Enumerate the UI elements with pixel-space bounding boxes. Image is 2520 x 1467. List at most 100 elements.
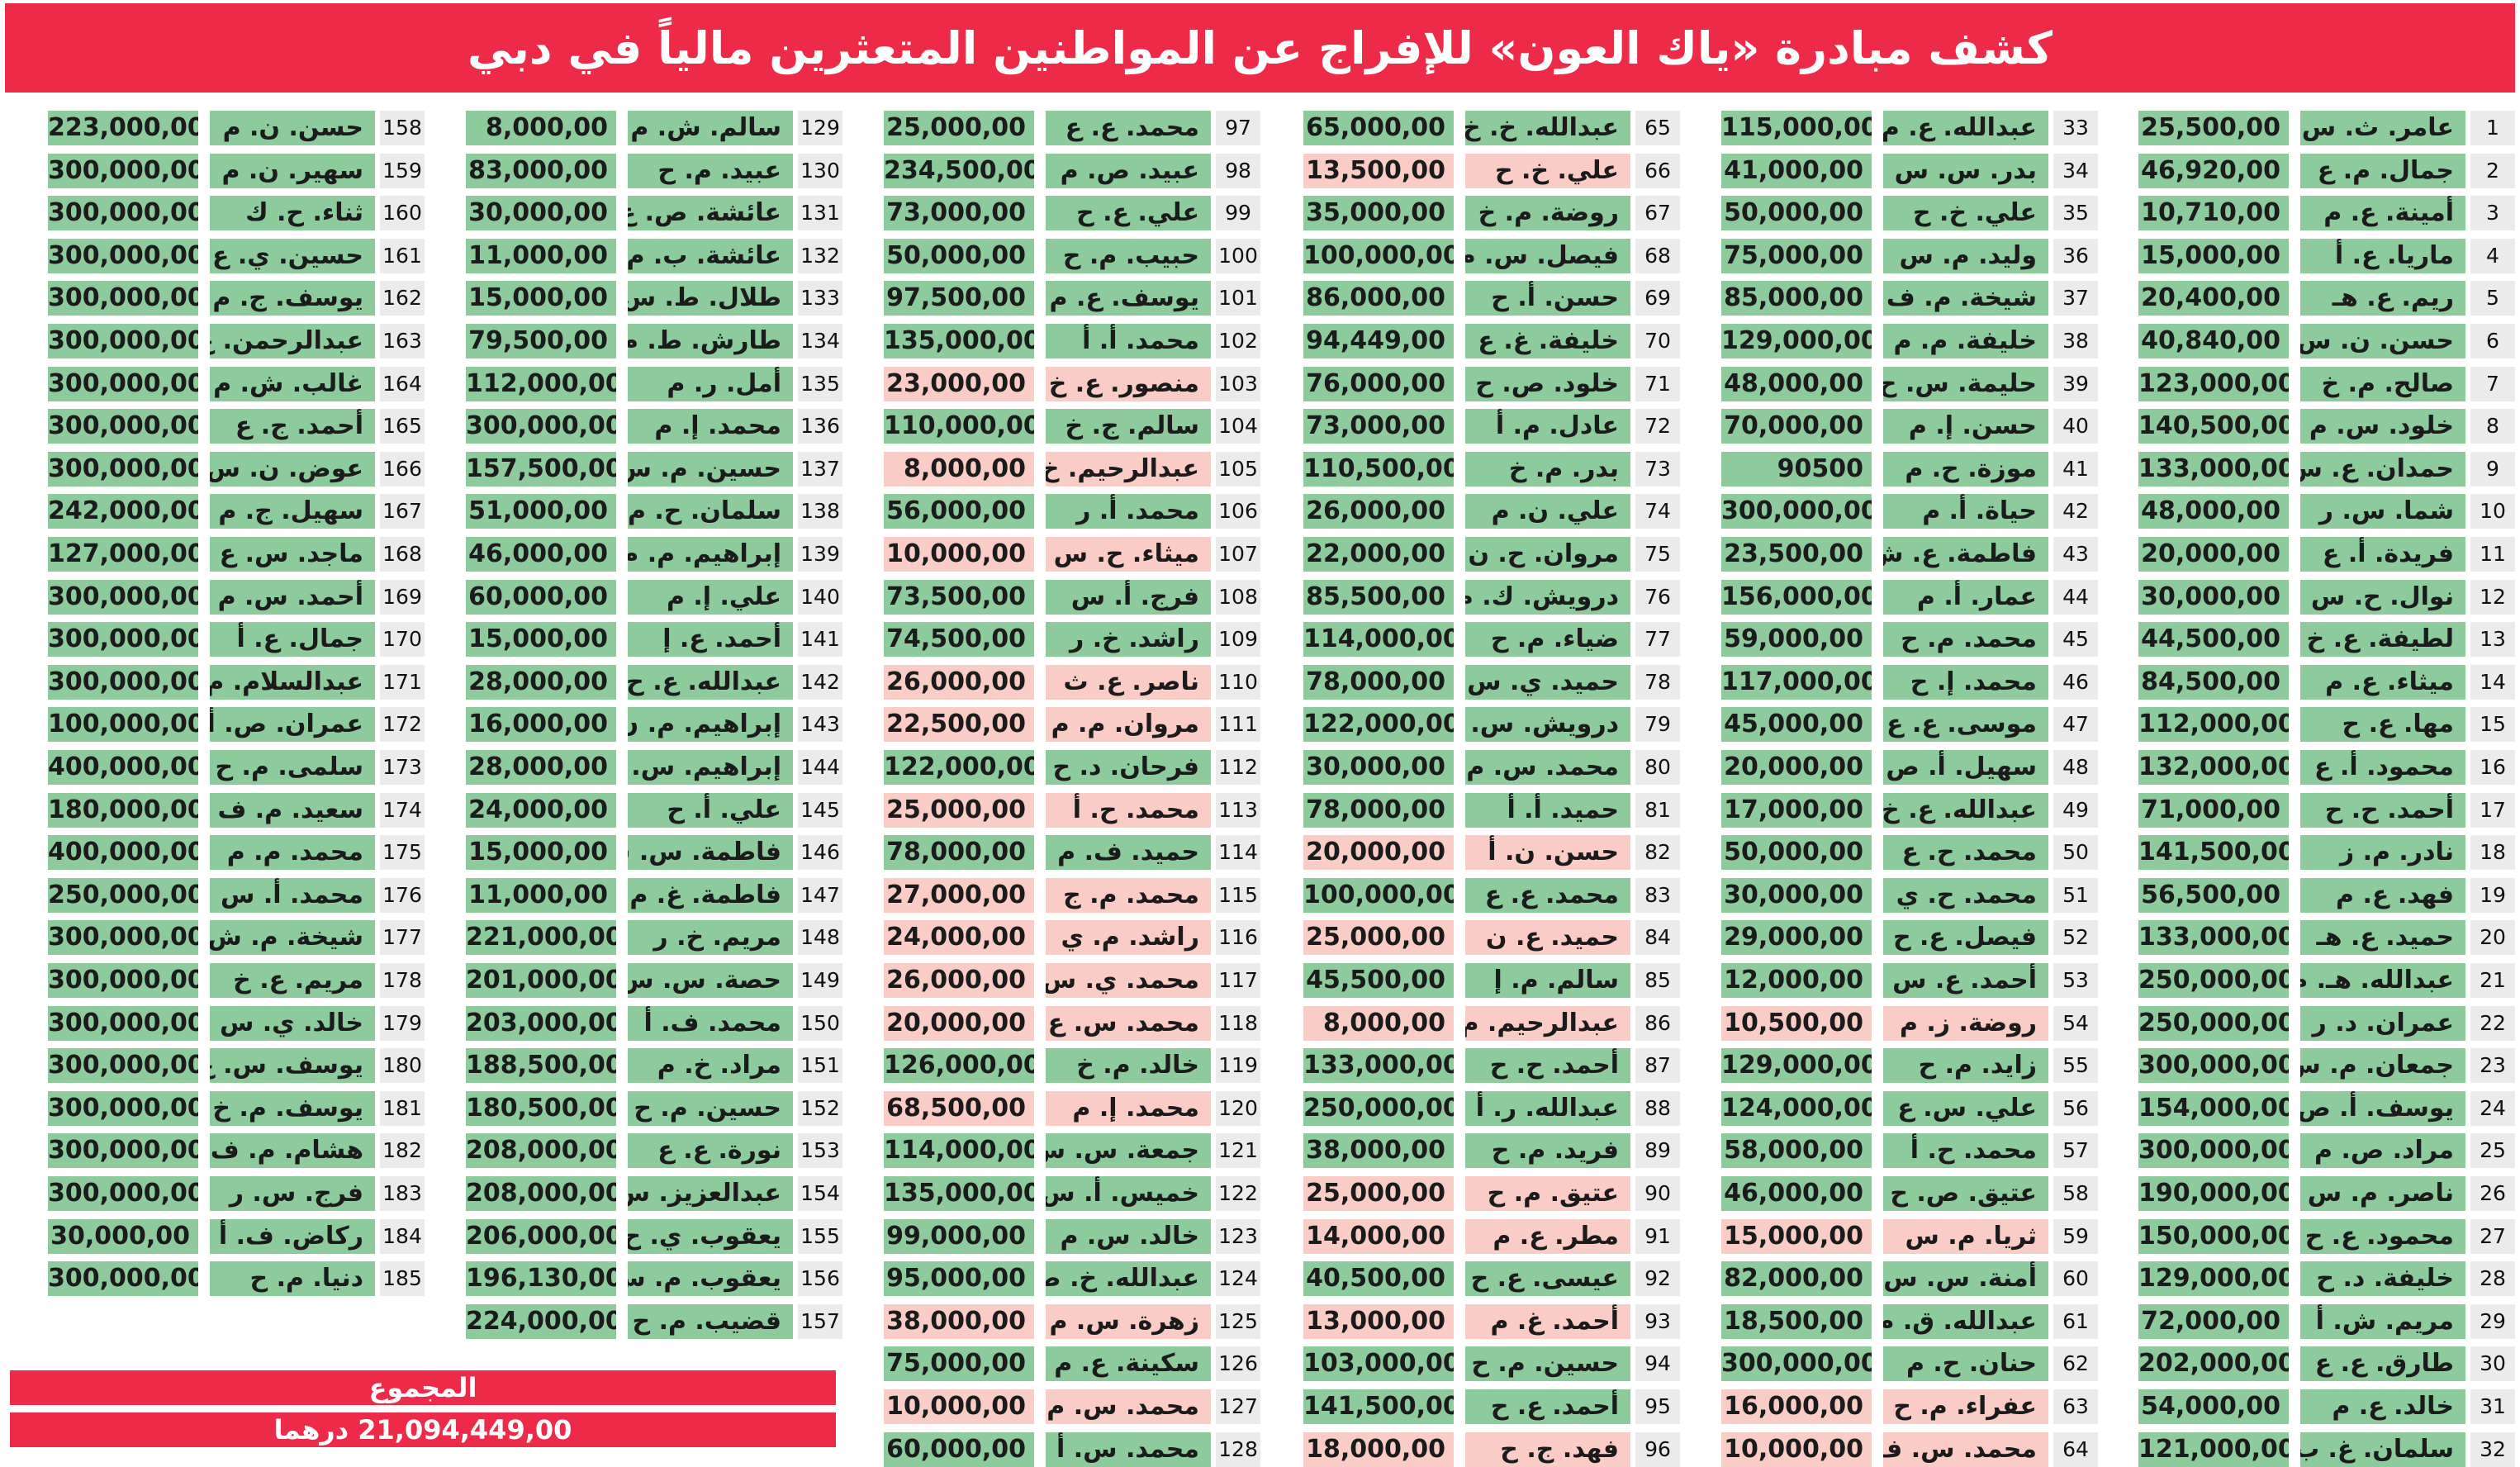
debtor-name: حميد. ع. هـ: [2300, 920, 2465, 955]
debt-amount: 11,000,00: [466, 239, 616, 273]
debt-amount: 40,500,00: [1303, 1261, 1454, 1296]
row-number: 94: [1635, 1346, 1680, 1381]
debtor-name: خالد. ي. س: [210, 1006, 375, 1041]
debtor-name: محمد. س. م: [1465, 750, 1630, 785]
debtor-name: سكينة. ع. م: [1046, 1346, 1211, 1381]
debtor-name: جمال. م. ع: [2300, 154, 2465, 188]
row-number: 97: [1216, 111, 1260, 145]
row-number: 102: [1216, 324, 1260, 358]
debt-amount: 141,500,00: [1303, 1389, 1454, 1424]
debtor-name: حسن. أ. ح: [1465, 281, 1630, 316]
debtor-name: مراد. ص. م: [2300, 1133, 2465, 1168]
row-number: 65: [1635, 111, 1680, 145]
debtor-name: عوض. ن. س: [210, 452, 375, 487]
debtor-name: فيصل. س. م: [1465, 239, 1630, 273]
row-number: 70: [1635, 324, 1680, 358]
debtor-name: عتيق. ص. ح: [1883, 1176, 2048, 1211]
debt-amount: 15,000,00: [466, 835, 616, 870]
debt-amount: 58,000,00: [1721, 1133, 1872, 1168]
row-number: 154: [798, 1176, 842, 1211]
row-number: 5: [2470, 281, 2515, 316]
debtor-name: روضة. ز. م: [1883, 1006, 2048, 1041]
debtor-name: دنيا. م. ح: [210, 1261, 375, 1296]
debt-amount: 60,000,00: [884, 1432, 1034, 1467]
debtor-name: لطيفة. ع. خ: [2300, 622, 2465, 657]
debtor-name: محمد. أ. أ: [1046, 324, 1211, 358]
row-number: 137: [798, 452, 842, 487]
debt-amount: 250,000,00: [1303, 1091, 1454, 1126]
debt-amount: 110,500,00: [1303, 452, 1454, 487]
debt-amount: 8,000,00: [1303, 1006, 1454, 1041]
row-number: 157: [798, 1304, 842, 1339]
debt-amount: 18,000,00: [1303, 1432, 1454, 1467]
row-number: 49: [2053, 793, 2098, 828]
row-number: 159: [380, 154, 425, 188]
debtor-name: بدر. م. خ: [1465, 452, 1630, 487]
debt-amount: 65,000,00: [1303, 111, 1454, 145]
row-number: 41: [2053, 452, 2098, 487]
row-number: 64: [2053, 1432, 2098, 1467]
row-number: 55: [2053, 1048, 2098, 1083]
debtor-name: إبراهيم. س. س: [628, 750, 793, 785]
debtor-name: مروان. ح. ن: [1465, 537, 1630, 572]
debt-amount: 300,000,00: [1721, 494, 1872, 529]
row-number: 38: [2053, 324, 2098, 358]
debtor-name: طلال. ط. س: [628, 281, 793, 316]
debt-amount: 60,000,00: [466, 580, 616, 615]
row-number: 15: [2470, 707, 2515, 742]
debt-amount: 300,000,00: [1721, 1346, 1872, 1381]
debt-amount: 180,000,00: [48, 793, 198, 828]
debtor-name: وليد. م. س: [1883, 239, 2048, 273]
debt-amount: 28,000,00: [466, 665, 616, 700]
row-number: 32: [2470, 1432, 2515, 1467]
row-number: 9: [2470, 452, 2515, 487]
row-number: 125: [1216, 1304, 1260, 1339]
row-number: 126: [1216, 1346, 1260, 1381]
debtor-name: حليمة. س. ح: [1883, 367, 2048, 401]
debt-amount: 45,000,00: [1721, 707, 1872, 742]
debtor-name: حميد. أ. أ: [1465, 793, 1630, 828]
debtor-name: علي. ن. م: [1465, 494, 1630, 529]
debtor-name: حميد. ع. ن: [1465, 920, 1630, 955]
row-number: 17: [2470, 793, 2515, 828]
row-number: 175: [380, 835, 425, 870]
row-number: 179: [380, 1006, 425, 1041]
debt-amount: 203,000,00: [466, 1006, 616, 1041]
debtor-name: أحمد. ح. ح: [2300, 793, 2465, 828]
row-number: 105: [1216, 452, 1260, 487]
debt-amount: 117,000,00: [1721, 665, 1872, 700]
debt-amount: 16,000,00: [1721, 1389, 1872, 1424]
debt-amount: 30,000,00: [2138, 580, 2289, 615]
row-number: 128: [1216, 1432, 1260, 1467]
debt-amount: 127,000,00: [48, 537, 198, 572]
row-number: 153: [798, 1133, 842, 1168]
debt-amount: 99,000,00: [884, 1219, 1034, 1254]
debtor-name: يوسف. م. خ: [210, 1091, 375, 1126]
debtor-name: سالم. ش. م: [628, 111, 793, 145]
debtor-name: فاطمة. غ. م: [628, 878, 793, 913]
debt-amount: 15,000,00: [466, 281, 616, 316]
debtor-name: ثناء. ح. ك: [210, 196, 375, 230]
debt-amount: 157,500,00: [466, 452, 616, 487]
debtor-name: فاطمة. س. س: [628, 835, 793, 870]
debtor-name: ضياء. م. ح: [1465, 622, 1630, 657]
debtor-name: علي. س. ع: [1883, 1091, 2048, 1126]
debt-amount: 112,000,00: [466, 367, 616, 401]
debt-amount: 110,000,00: [884, 409, 1034, 444]
debt-amount: 79,500,00: [466, 324, 616, 358]
debt-amount: 41,000,00: [1721, 154, 1872, 188]
row-number: 86: [1635, 1006, 1680, 1041]
total-label: المجموع: [10, 1370, 836, 1405]
row-number: 24: [2470, 1091, 2515, 1126]
debtor-name: أحمد. ج. ع: [210, 409, 375, 444]
debt-amount: 201,000,00: [466, 963, 616, 998]
debt-amount: 27,000,00: [884, 878, 1034, 913]
row-number: 181: [380, 1091, 425, 1126]
row-number: 98: [1216, 154, 1260, 188]
debtor-name: فيصل. ع. ح: [1883, 920, 2048, 955]
debtor-name: محمد. ي. س: [1046, 963, 1211, 998]
debtor-name: عمار. أ. م: [1883, 580, 2048, 615]
row-number: 25: [2470, 1133, 2515, 1168]
debt-amount: 112,000,00: [2138, 707, 2289, 742]
debt-amount: 10,000,00: [884, 537, 1034, 572]
